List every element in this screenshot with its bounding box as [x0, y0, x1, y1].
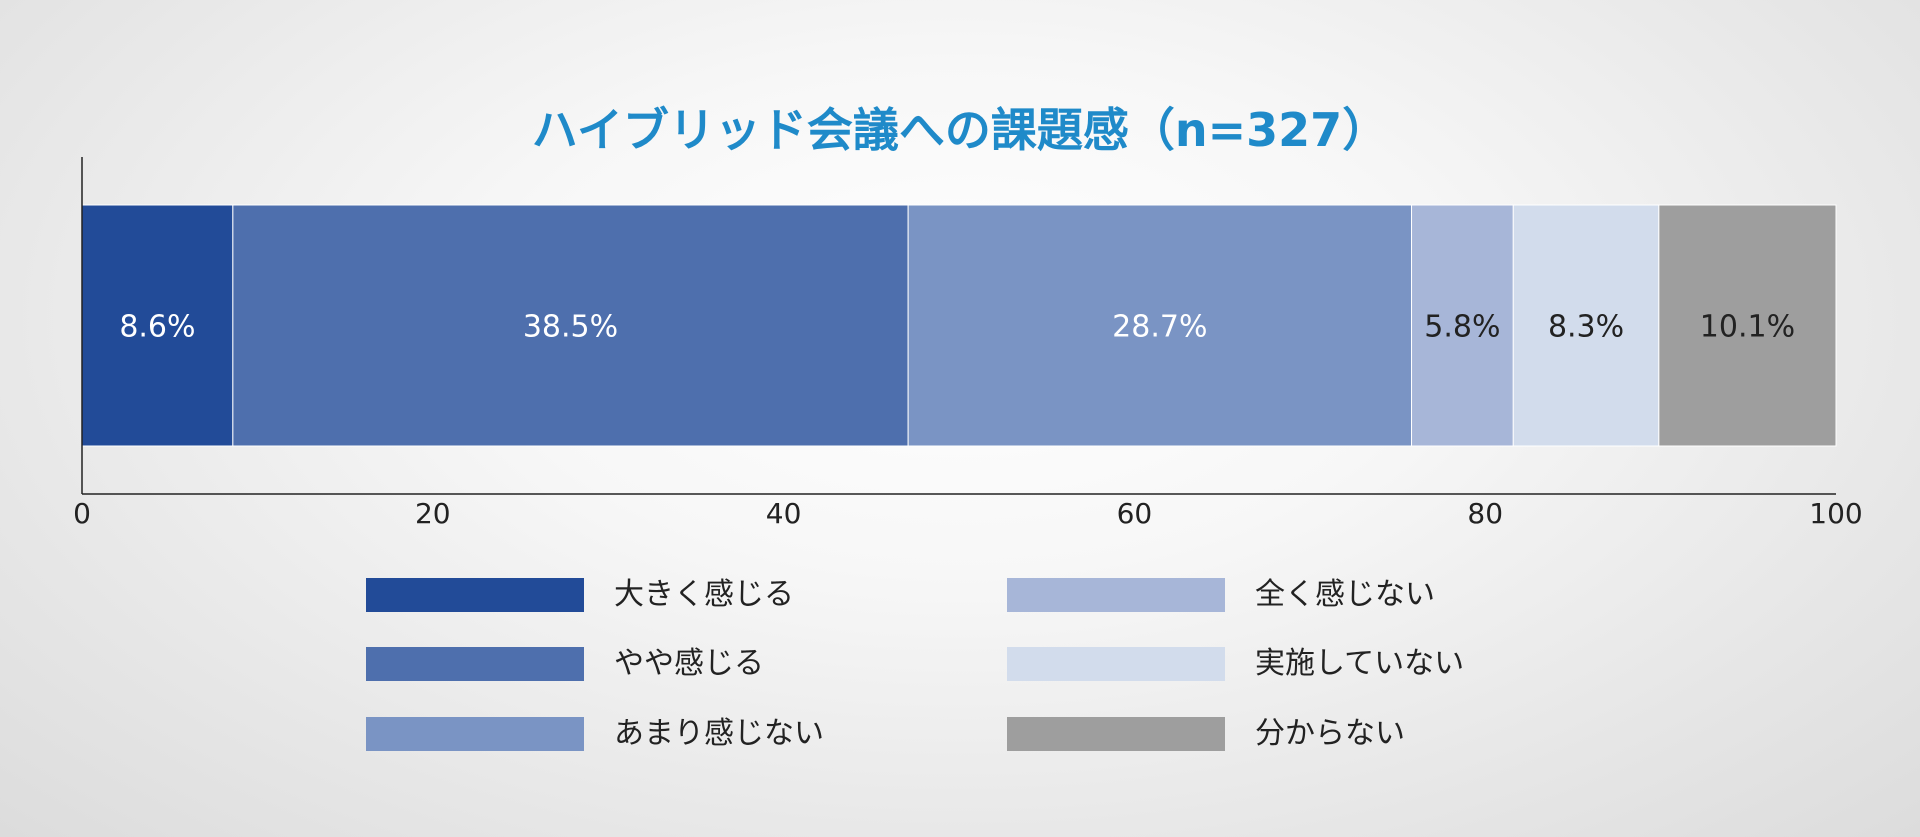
x-tick-label: 80	[1467, 497, 1503, 530]
x-tick-label: 40	[766, 497, 802, 530]
bar-segment-2	[232, 204, 909, 447]
bar-value-label: 8.3%	[1548, 310, 1624, 345]
bar-segment-3	[907, 204, 1413, 447]
bar-value-label: 10.1%	[1700, 310, 1795, 345]
legend-swatch	[366, 578, 584, 612]
bar-segment-5	[1512, 204, 1660, 447]
legend-swatch	[366, 647, 584, 681]
x-tick-label: 60	[1117, 497, 1153, 530]
x-tick-label: 20	[415, 497, 451, 530]
legend-label: あまり感じない	[614, 716, 824, 751]
legend-item: 全く感じない	[1007, 578, 1435, 612]
legend-label: 実施していない	[1255, 646, 1465, 681]
legend-item: 実施していない	[1007, 647, 1464, 681]
legend-item: 大きく感じる	[366, 578, 794, 612]
legend-swatch	[1007, 717, 1225, 751]
legend-swatch	[366, 717, 584, 751]
legend-item: やや感じる	[366, 647, 764, 681]
bar-value-label: 28.7%	[1112, 310, 1207, 345]
x-tick-label: 0	[73, 497, 91, 530]
bar-segment-1	[81, 204, 234, 447]
bar-value-label: 8.6%	[119, 310, 195, 345]
bar-value-labels: 8.6% 38.5% 28.7% 5.8% 8.3% 10.1%	[119, 310, 1795, 345]
x-tick-label: 100	[1809, 497, 1862, 530]
legend-item: あまり感じない	[366, 717, 824, 751]
bar-segment-4	[1411, 204, 1514, 447]
bar-segments	[81, 204, 1837, 447]
legend-label: 全く感じない	[1255, 577, 1435, 612]
legend-label: 大きく感じる	[614, 577, 794, 612]
legend-label: 分からない	[1255, 716, 1405, 751]
bar-value-label: 5.8%	[1424, 310, 1500, 345]
legend-label: やや感じる	[614, 646, 764, 681]
chart-title: ハイブリッド会議への課題感（n=327）	[531, 103, 1389, 157]
legend-swatch	[1007, 647, 1225, 681]
legend-swatch	[1007, 578, 1225, 612]
bar-value-label: 38.5%	[523, 310, 618, 345]
bar-segment-6	[1658, 204, 1837, 447]
legend-item: 分からない	[1007, 717, 1405, 751]
x-axis: 0 20 40 60 80 100	[73, 157, 1863, 530]
